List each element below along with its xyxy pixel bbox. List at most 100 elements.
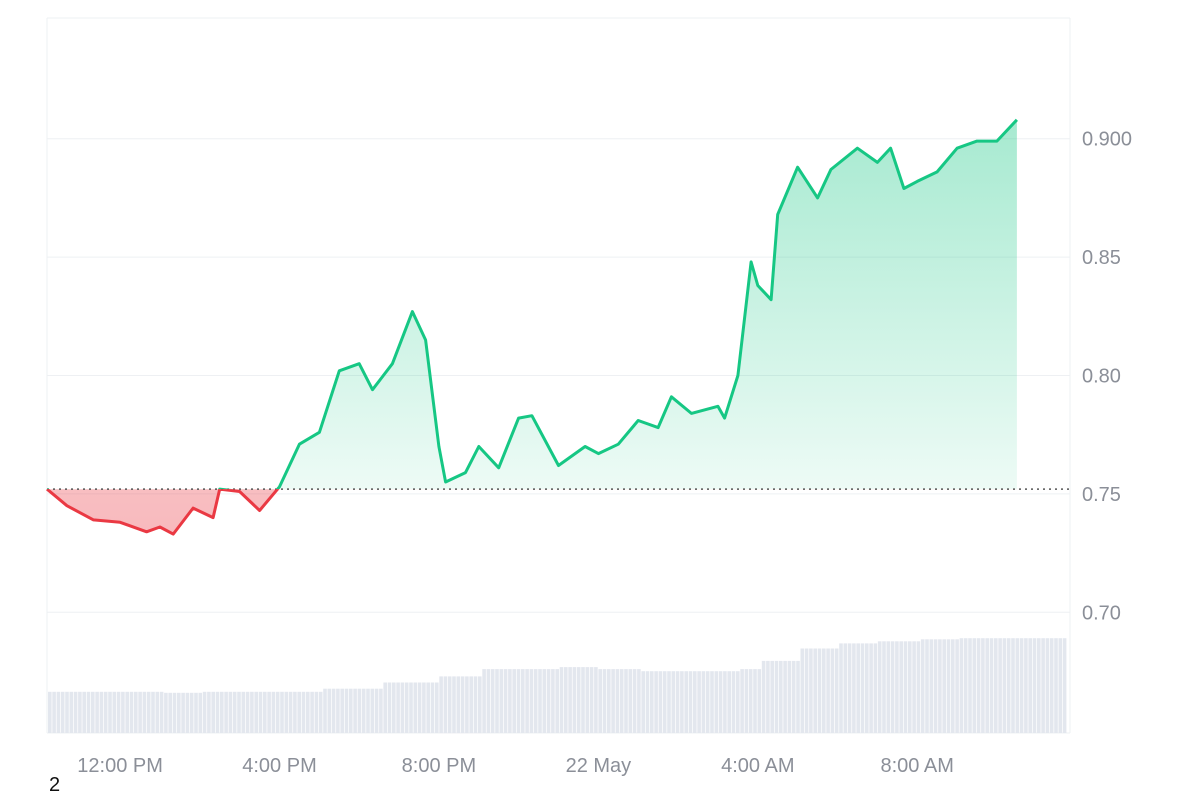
y-tick-label: 0.900: [1082, 129, 1132, 151]
volume-bar: [306, 691, 310, 733]
volume-bar: [701, 671, 706, 733]
volume-bar: [361, 688, 366, 733]
volume-bar: [753, 669, 757, 733]
volume-bar: [69, 691, 74, 733]
volume-bar: [675, 671, 680, 733]
volume-bar: [619, 669, 624, 733]
volume-bar: [766, 660, 770, 733]
volume-bar: [959, 638, 964, 733]
volume-bar: [860, 643, 865, 733]
volume-bar: [714, 671, 719, 733]
area-below-baseline: [47, 489, 278, 535]
volume-bar: [976, 638, 981, 733]
x-tick-label: 22 May: [566, 755, 632, 777]
volume-bar: [353, 688, 357, 733]
volume-bar: [920, 639, 925, 733]
volume-bar: [533, 669, 538, 733]
volume-bar: [65, 691, 69, 733]
volume-bar: [834, 648, 839, 733]
volume-bar: [159, 691, 164, 733]
y-tick-label: 0.85: [1082, 247, 1121, 269]
volume-bar: [951, 639, 955, 733]
volume-bar: [1037, 638, 1041, 733]
volume-bar: [800, 648, 805, 733]
volume-bar: [968, 638, 972, 733]
volume-bar: [581, 667, 585, 733]
x-tick-label: 12:00 PM: [77, 755, 163, 777]
volume-bar: [602, 669, 607, 733]
volume-bar: [280, 691, 284, 733]
volume-bar: [430, 682, 435, 733]
volume-bar: [91, 691, 95, 733]
volume-bar: [856, 643, 860, 733]
volume-bar: [404, 682, 409, 733]
volume-bar: [220, 691, 224, 733]
volume-bar: [121, 691, 125, 733]
volume-bar: [680, 671, 684, 733]
volume-bar: [632, 669, 637, 733]
volume-bar: [177, 692, 181, 733]
volume-bar: [211, 691, 215, 733]
volume-bar: [486, 669, 491, 733]
volume-bar: [60, 691, 65, 733]
volume-bar: [232, 691, 237, 733]
volume-bar: [757, 669, 762, 733]
volume-layer: [48, 638, 1067, 734]
volume-bar: [52, 691, 56, 733]
volume-bar: [521, 669, 525, 733]
volume-bar: [761, 660, 766, 733]
volume-bar: [318, 691, 323, 733]
volume-bar: [736, 671, 740, 733]
volume-bar: [809, 648, 813, 733]
volume-bar: [340, 688, 344, 733]
volume-bar: [473, 676, 478, 734]
volume-bar: [207, 691, 211, 733]
volume-bar: [108, 691, 112, 733]
volume-bar: [379, 688, 383, 733]
volume-bar: [839, 643, 843, 733]
volume-bar: [748, 669, 753, 733]
volume-bar: [288, 691, 293, 733]
volume-bar: [546, 669, 551, 733]
volume-bar: [189, 692, 194, 733]
volume-bar: [817, 648, 822, 733]
volume-bar: [895, 641, 899, 733]
area-above-baseline: [47, 119, 1017, 490]
volume-bar: [82, 691, 86, 733]
volume-bar: [576, 667, 581, 733]
volume-bar: [396, 682, 400, 733]
price-line-below: [46, 489, 280, 536]
volume-bar: [908, 641, 912, 733]
volume-bar: [1011, 638, 1015, 733]
volume-bar: [323, 688, 327, 733]
volume-bar: [826, 648, 830, 733]
volume-bar: [1006, 638, 1011, 733]
volume-bar: [301, 691, 306, 733]
volume-bar: [344, 688, 349, 733]
volume-bar: [813, 648, 817, 733]
volume-bar: [95, 691, 99, 733]
volume-bar: [572, 667, 577, 733]
volume-bar: [503, 669, 508, 733]
volume-bar: [125, 691, 129, 733]
volume-bar: [869, 643, 873, 733]
volume-bar: [1019, 638, 1024, 733]
volume-bar: [185, 692, 190, 733]
volume-bar: [998, 638, 1002, 733]
volume-bar: [254, 691, 258, 733]
volume-bar: [594, 667, 598, 733]
volume-bar: [740, 669, 744, 733]
volume-bar: [349, 688, 353, 733]
y-tick-label: 0.80: [1082, 366, 1121, 388]
volume-bar: [981, 638, 985, 733]
volume-bar: [129, 691, 134, 733]
volume-bar: [512, 669, 516, 733]
volume-bar: [263, 691, 267, 733]
volume-bar: [164, 692, 168, 733]
volume-bar: [946, 639, 951, 733]
volume-bar: [791, 660, 796, 733]
volume-bar: [241, 691, 246, 733]
volume-bar: [688, 671, 693, 733]
volume-bar: [684, 671, 688, 733]
